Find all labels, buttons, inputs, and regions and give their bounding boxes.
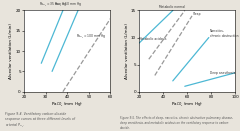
Text: Sleep: Sleep [193,12,202,16]
Text: Pa$_{O_2}$ = 50 mm Hg: Pa$_{O_2}$ = 50 mm Hg [54,1,83,9]
Text: Deep anesthesia: Deep anesthesia [210,71,235,75]
X-axis label: Pa$_{CO_2}$ (mm Hg): Pa$_{CO_2}$ (mm Hg) [171,101,203,109]
Text: Figure 9-5. The effects of sleep, narcotics, chronic obstructive pulmonary disea: Figure 9-5. The effects of sleep, narcot… [120,116,233,130]
X-axis label: Pa$_{CO_2}$ (mm Hg): Pa$_{CO_2}$ (mm Hg) [51,101,83,109]
Y-axis label: Alveolar ventilation (L/min): Alveolar ventilation (L/min) [125,23,129,79]
Text: Pa$_{O_2}$ = 35 mm Hg: Pa$_{O_2}$ = 35 mm Hg [39,1,67,9]
Text: Figure 9-4. Ventilatory carbon dioxide
response curves at three different levels: Figure 9-4. Ventilatory carbon dioxide r… [5,112,75,130]
Text: Metabolic acidosis: Metabolic acidosis [139,37,167,41]
Y-axis label: Alveolar ventilation (L/min): Alveolar ventilation (L/min) [9,23,13,79]
Text: Metabolic normal: Metabolic normal [159,5,185,9]
Text: Narcotics,
chronic obstruction: Narcotics, chronic obstruction [210,29,239,38]
Text: Pa$_{O_2}$ = 100 mm Hg: Pa$_{O_2}$ = 100 mm Hg [76,33,106,41]
